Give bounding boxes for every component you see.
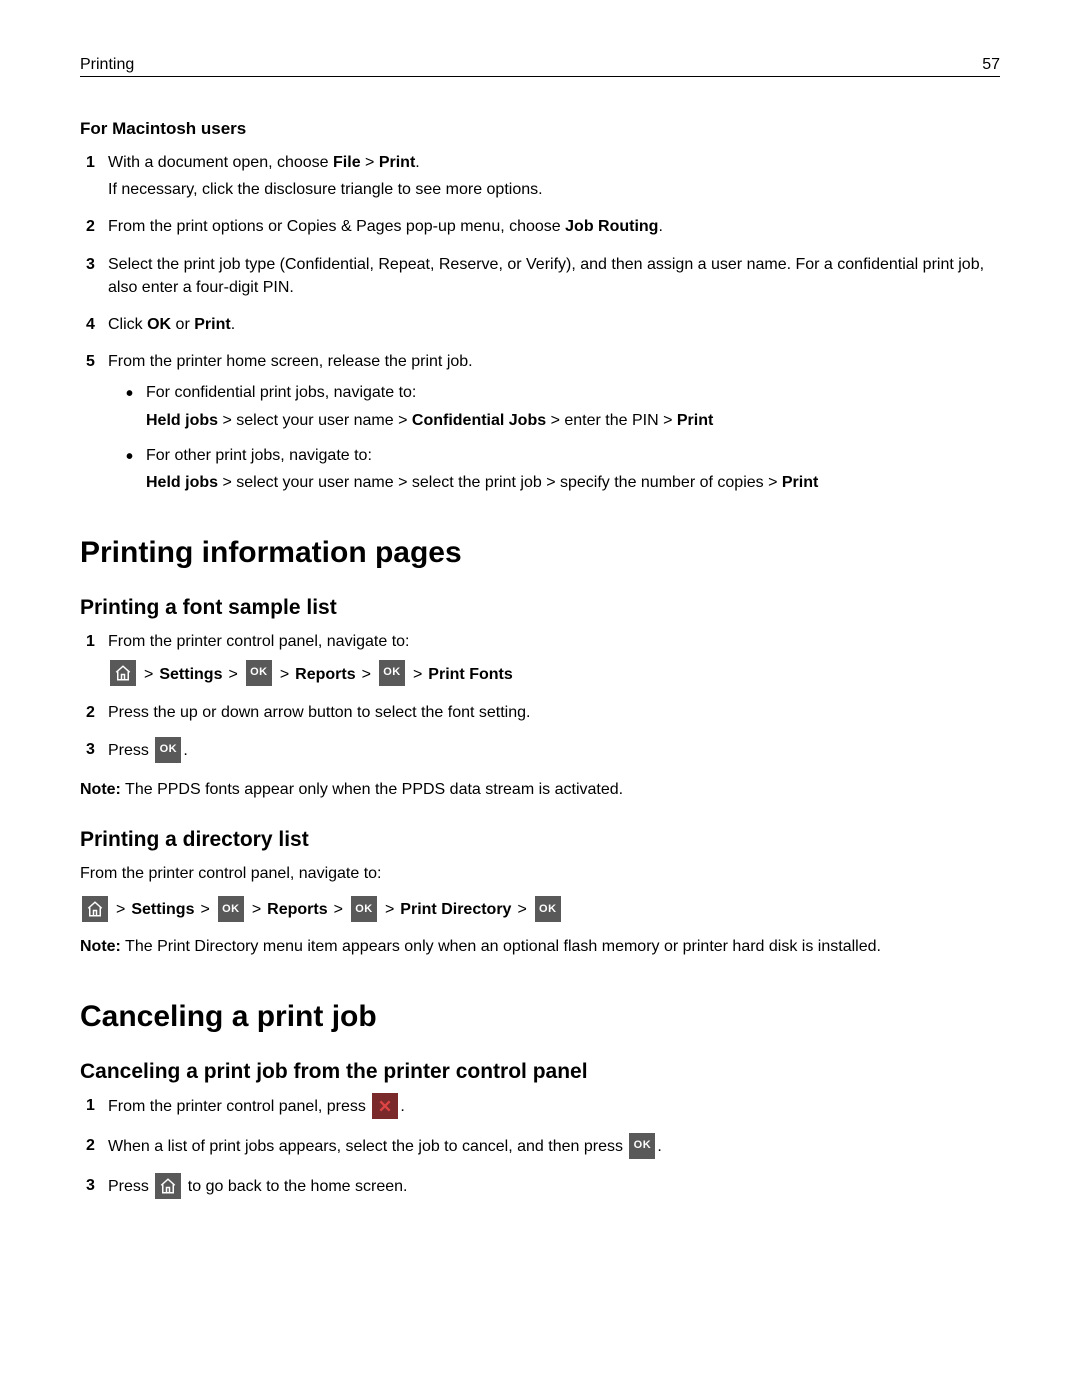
separator: >	[362, 663, 371, 686]
print-label: Print	[677, 412, 713, 429]
header-section: Printing	[80, 56, 134, 74]
font-steps-list: From the printer control panel, navigate…	[80, 630, 1000, 764]
ok-icon: OK	[379, 660, 405, 686]
font-step-1: From the printer control panel, navigate…	[80, 630, 1000, 687]
directory-intro: From the printer control panel, navigate…	[80, 862, 1000, 885]
mac-users-heading: For Macintosh users	[80, 119, 1000, 139]
separator: >	[200, 901, 209, 919]
settings-label: Settings	[131, 901, 194, 919]
text: .	[415, 154, 419, 171]
text: From the printer control panel, press	[108, 1098, 370, 1115]
reports-label: Reports	[295, 663, 355, 686]
file-label: File	[333, 154, 361, 171]
mac-step-4: Click OK or Print.	[80, 313, 1000, 336]
settings-label: Settings	[159, 663, 222, 686]
separator: >	[228, 663, 237, 686]
mac-step-1-sub: If necessary, click the disclosure trian…	[108, 178, 1000, 201]
separator: >	[413, 663, 422, 686]
font-note: Note: The PPDS fonts appear only when th…	[80, 778, 1000, 801]
text: With a document open, choose	[108, 154, 333, 171]
held-jobs-label: Held jobs	[146, 474, 218, 491]
text: .	[657, 1138, 661, 1155]
print-label: Print	[782, 474, 818, 491]
text: > enter the PIN >	[546, 412, 677, 429]
separator: >	[144, 663, 153, 686]
text: From the printer home screen, release th…	[108, 353, 473, 370]
job-routing-label: Job Routing	[565, 218, 658, 235]
cancel-x-icon	[372, 1093, 398, 1119]
note-text: The PPDS fonts appear only when the PPDS…	[121, 781, 623, 798]
note-label: Note:	[80, 938, 121, 955]
cancel-step-2: When a list of print jobs appears, selec…	[80, 1134, 1000, 1160]
nav-path-text: Held jobs > select your user name > sele…	[146, 471, 1000, 494]
text: .	[183, 743, 187, 760]
ok-icon: OK	[351, 896, 377, 922]
text: Press	[108, 1178, 153, 1195]
font-step-2: Press the up or down arrow button to sel…	[80, 701, 1000, 724]
font-step-3: Press OK.	[80, 738, 1000, 764]
cancel-print-job-heading: Canceling a print job	[80, 1000, 1000, 1034]
text: For other print jobs, navigate to:	[146, 447, 372, 464]
separator: >	[252, 901, 261, 919]
nav-path-text: Held jobs > select your user name > Conf…	[146, 409, 1000, 432]
mac-step-5: From the printer home screen, release th…	[80, 350, 1000, 494]
mac-step-2: From the print options or Copies & Pages…	[80, 215, 1000, 238]
text: > select your user name > select the pri…	[218, 474, 782, 491]
separator: >	[334, 901, 343, 919]
text: >	[361, 154, 379, 171]
separator: >	[116, 901, 125, 919]
note-label: Note:	[80, 781, 121, 798]
text: From the printer control panel, navigate…	[108, 633, 410, 650]
print-fonts-label: Print Fonts	[428, 663, 512, 686]
directory-list-heading: Printing a directory list	[80, 828, 1000, 852]
bullet-confidential: For confidential print jobs, navigate to…	[126, 381, 1000, 431]
separator: >	[280, 663, 289, 686]
text: to go back to the home screen.	[183, 1178, 407, 1195]
text: > select your user name >	[218, 412, 412, 429]
text: Click	[108, 316, 147, 333]
separator: >	[385, 901, 394, 919]
bullet-other: For other print jobs, navigate to: Held …	[126, 444, 1000, 494]
header-page-number: 57	[982, 56, 1000, 74]
print-directory-label: Print Directory	[400, 901, 511, 919]
ok-icon: OK	[155, 737, 181, 763]
directory-note: Note: The Print Directory menu item appe…	[80, 935, 1000, 958]
directory-nav-path: > Settings > OK > Reports > OK > Print D…	[80, 897, 1000, 923]
note-text: The Print Directory menu item appears on…	[121, 938, 881, 955]
ok-icon: OK	[629, 1133, 655, 1159]
mac-step-3: Select the print job type (Confidential,…	[80, 253, 1000, 299]
home-icon	[155, 1173, 181, 1199]
ok-icon: OK	[246, 660, 272, 686]
mac-step-5-bullets: For confidential print jobs, navigate to…	[126, 381, 1000, 494]
text: .	[400, 1098, 404, 1115]
cancel-step-3: Press to go back to the home screen.	[80, 1174, 1000, 1200]
print-label: Print	[194, 316, 230, 333]
cancel-from-panel-heading: Canceling a print job from the printer c…	[80, 1060, 1000, 1084]
page-header: Printing 57	[80, 56, 1000, 77]
home-icon	[110, 660, 136, 686]
ok-label: OK	[147, 316, 171, 333]
text: When a list of print jobs appears, selec…	[108, 1138, 627, 1155]
cancel-steps-list: From the printer control panel, press . …	[80, 1094, 1000, 1200]
text: From the print options or Copies & Pages…	[108, 218, 565, 235]
text: For confidential print jobs, navigate to…	[146, 384, 416, 401]
held-jobs-label: Held jobs	[146, 412, 218, 429]
home-icon	[82, 896, 108, 922]
text: .	[658, 218, 662, 235]
text: Press	[108, 743, 153, 760]
ok-icon: OK	[218, 896, 244, 922]
font-nav-path: > Settings > OK > Reports > OK > Print F…	[108, 661, 1000, 687]
cancel-step-1: From the printer control panel, press .	[80, 1094, 1000, 1120]
printing-info-pages-heading: Printing information pages	[80, 536, 1000, 570]
mac-step-1: With a document open, choose File > Prin…	[80, 151, 1000, 201]
print-label: Print	[379, 154, 415, 171]
reports-label: Reports	[267, 901, 327, 919]
text: .	[231, 316, 235, 333]
mac-steps-list: With a document open, choose File > Prin…	[80, 151, 1000, 494]
confidential-jobs-label: Confidential Jobs	[412, 412, 546, 429]
separator: >	[517, 901, 526, 919]
font-sample-heading: Printing a font sample list	[80, 596, 1000, 620]
ok-icon: OK	[535, 896, 561, 922]
text: or	[171, 316, 194, 333]
